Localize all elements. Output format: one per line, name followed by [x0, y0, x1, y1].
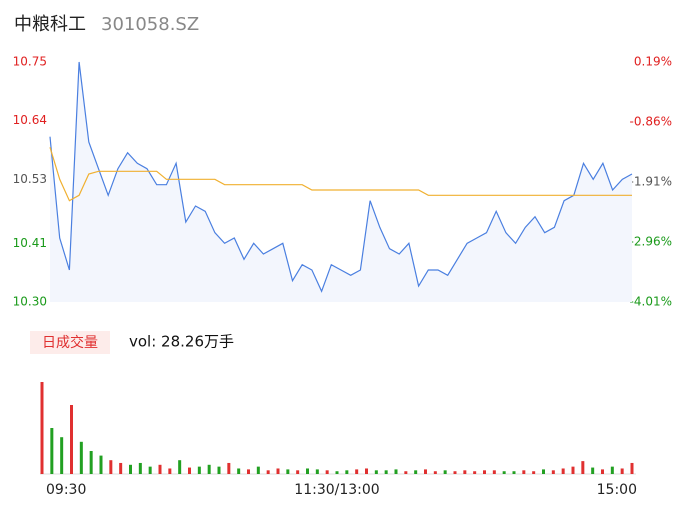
volume-label: 日成交量 [42, 334, 98, 351]
volume-bar [532, 471, 536, 474]
volume-bar [296, 470, 300, 474]
volume-bar [404, 471, 408, 474]
volume-bar [168, 468, 172, 474]
volume-bar [286, 469, 290, 474]
volume-bar [70, 405, 73, 474]
y-tick-label: 10.64 [13, 113, 47, 127]
volume-bar [374, 470, 378, 474]
volume-bar [414, 470, 418, 474]
volume-bar [610, 466, 614, 474]
volume-bar [207, 464, 211, 474]
y2-tick-label: -1.91% [630, 175, 672, 189]
price-area [50, 62, 632, 302]
volume-bar [394, 469, 398, 474]
volume-bar [542, 469, 545, 474]
volume-bar [492, 470, 496, 474]
volume-bar [463, 470, 467, 474]
volume-bar [256, 466, 260, 474]
volume-bar [266, 470, 270, 474]
x-tick-label: 15:00 [597, 482, 637, 498]
volume-bar [276, 468, 280, 474]
average-line [49, 147, 632, 202]
volume-bar [109, 460, 113, 474]
volume-bar [89, 451, 93, 474]
volume-bar [483, 470, 486, 474]
y2-tick-label: 0.19% [634, 55, 672, 69]
volume-bar [581, 461, 585, 474]
volume-bar [424, 469, 427, 474]
volume-bar [227, 462, 231, 474]
volume-total: vol: 28.26万手 [129, 333, 234, 351]
volume-bar [512, 471, 516, 474]
y2-tick-label: -4.01% [630, 295, 672, 309]
volume-bar [138, 462, 142, 474]
volume-bar [502, 471, 506, 474]
volume-badge [30, 331, 110, 354]
volume-bar [99, 455, 103, 474]
price-line [49, 61, 633, 293]
y2-tick-label: -0.86% [630, 115, 672, 129]
volume-bar [473, 471, 477, 474]
volume-bar [197, 466, 201, 474]
volume-bar [217, 466, 221, 474]
y-tick-label: 10.41 [13, 236, 47, 250]
volume-bar [247, 469, 250, 474]
volume-bar [571, 466, 575, 474]
volume-bar [148, 466, 152, 474]
volume-bar [591, 467, 595, 474]
stock-name: 中粮科工 [14, 14, 86, 35]
volume-bar [433, 471, 437, 474]
volume-bar [315, 469, 319, 474]
volume-bar [40, 382, 44, 474]
volume-bar [60, 437, 64, 474]
volume-bar [345, 470, 349, 474]
y-tick-label: 10.30 [13, 295, 47, 309]
volume-bar [306, 468, 309, 474]
y2-tick-label: -2.96% [630, 235, 672, 249]
volume-bar [50, 428, 54, 474]
stock-code: 301058.SZ [101, 14, 199, 35]
volume-bar [129, 464, 132, 474]
volume-bar [188, 467, 191, 474]
volume-bar [178, 460, 182, 474]
volume-bar [119, 462, 123, 474]
volume-bar [630, 462, 634, 474]
y-tick-label: 10.75 [13, 55, 47, 69]
y-tick-label: 10.53 [13, 172, 47, 186]
volume-bar [355, 469, 359, 474]
volume-bar [325, 470, 329, 474]
volume-bar [601, 469, 604, 474]
volume-bar [384, 470, 388, 474]
volume-bar [522, 470, 526, 474]
volume-bar [365, 468, 368, 474]
volume-bar [237, 468, 241, 474]
volume-bar [443, 470, 447, 474]
volume-bar [335, 471, 339, 474]
volume-bar [453, 471, 457, 474]
volume-bar [551, 470, 555, 474]
volume-bar [620, 468, 624, 474]
x-tick-label: 09:30 [46, 482, 86, 498]
x-tick-label: 11:30/13:00 [294, 482, 379, 498]
volume-bar [561, 468, 565, 474]
volume-bar [158, 464, 162, 474]
volume-bar [79, 441, 83, 474]
